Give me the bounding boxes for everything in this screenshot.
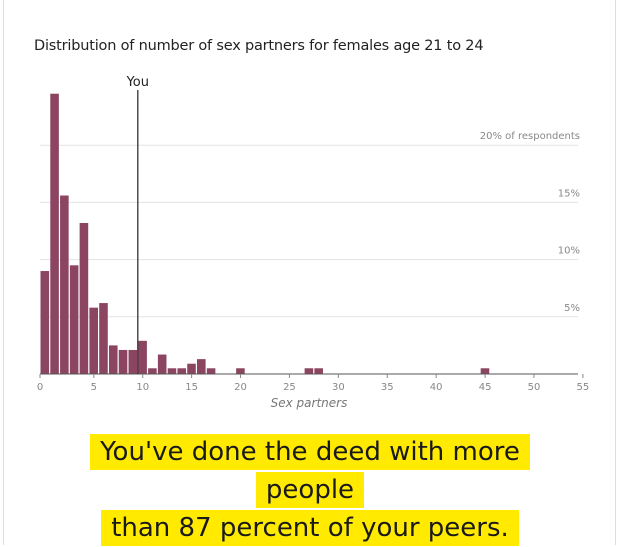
x-axis-label: Sex partners: [271, 396, 348, 410]
result-callout: You've done the deed with more people th…: [53, 433, 567, 547]
x-tick-label: 20: [234, 382, 247, 393]
x-tick-label: 30: [332, 382, 345, 393]
histogram-bar: [128, 349, 138, 374]
gridlines: 20% of respondents 15% 10% 5%: [40, 131, 580, 318]
x-tick-label: 5: [91, 382, 97, 393]
histogram-bar: [206, 368, 216, 374]
x-tick-label: 15: [185, 382, 198, 393]
histogram-bar: [480, 368, 490, 374]
x-tick-label: 25: [283, 382, 296, 393]
histogram-bar: [197, 359, 206, 374]
y-gridline-label: 20% of respondents: [480, 131, 580, 142]
histogram-bar: [89, 307, 98, 374]
histogram-bar: [138, 340, 147, 374]
x-tick-label: 35: [381, 382, 394, 393]
x-tick-label: 55: [577, 382, 590, 393]
x-tick-label: 0: [37, 382, 43, 393]
chart-title: Distribution of number of sex partners f…: [34, 38, 484, 54]
callout-line-2: than 87 percent of your peers.: [101, 510, 519, 546]
histogram-bar: [167, 368, 177, 374]
histogram-bar: [69, 265, 79, 374]
histogram-bar: [60, 195, 69, 374]
histogram-bar: [177, 368, 187, 374]
bars-group: [40, 93, 490, 374]
you-marker-label: You: [126, 75, 149, 90]
y-gridline-label: 15%: [558, 188, 580, 199]
x-tick-label: 50: [528, 382, 541, 393]
histogram-bar: [40, 271, 50, 374]
histogram-bar: [50, 93, 59, 374]
histogram-bar: [157, 354, 167, 374]
histogram-bar: [304, 368, 314, 374]
x-tick-label: 10: [136, 382, 149, 393]
y-gridline-label: 5%: [564, 303, 580, 314]
x-tick-label: 45: [479, 382, 492, 393]
y-gridline-label: 10%: [558, 246, 580, 257]
histogram-bar: [187, 363, 196, 374]
x-axis: 0 5 10 15 20 25 30 35 40 45 50 55 Sex partners: [37, 373, 590, 410]
histogram-bar: [118, 349, 128, 374]
x-tick-label: 40: [430, 382, 443, 393]
histogram-bar: [148, 368, 157, 374]
histogram-bar: [236, 368, 245, 374]
chart-card: [3, 0, 616, 545]
callout-line-1: You've done the deed with more people: [90, 434, 530, 508]
histogram-bar: [79, 222, 89, 374]
histogram-bar: [314, 368, 323, 374]
histogram-bar: [108, 345, 118, 374]
you-marker: You: [126, 75, 149, 374]
histogram-bar: [99, 303, 108, 374]
histogram-chart: 20% of respondents 15% 10% 5% 0 5 10 15 20 25 30 3…: [37, 75, 590, 410]
